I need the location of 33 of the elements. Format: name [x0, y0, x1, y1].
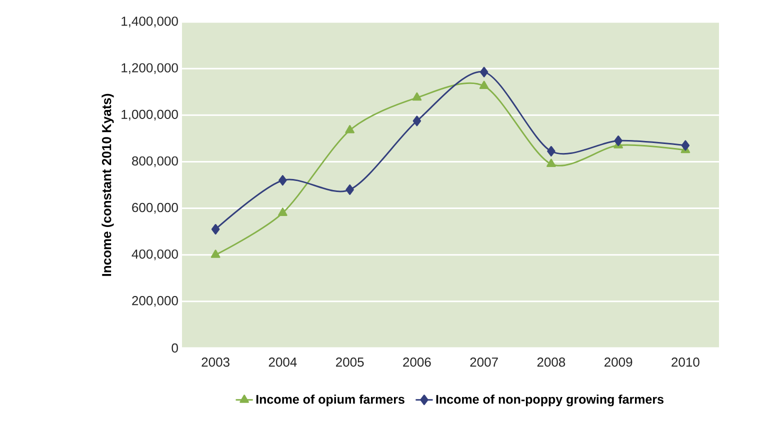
- point: [210, 250, 220, 258]
- legend-label: Income of non-poppy growing farmers: [436, 394, 664, 406]
- point: [211, 224, 220, 234]
- y-tick-label: 800,000: [132, 156, 178, 168]
- x-tick-label: 2004: [268, 358, 297, 367]
- x-tick-label: 2008: [537, 358, 566, 367]
- y-tick-label: 1,200,000: [122, 63, 178, 74]
- y-tick-label: 0: [172, 343, 178, 353]
- point: [412, 92, 422, 101]
- point: [278, 175, 287, 186]
- x-tick-label: 2010: [672, 358, 700, 367]
- point: [346, 184, 354, 195]
- y-tick-label: 1,400,000: [122, 16, 178, 28]
- y-tick-label: 1,000,000: [122, 110, 178, 121]
- y-axis-title: Income (constant 2010 Kyats): [102, 94, 114, 276]
- x-tick-label: 2005: [336, 358, 364, 367]
- point: [681, 140, 690, 151]
- point: [278, 208, 288, 216]
- point: [412, 116, 422, 126]
- legend-label: Income of opium farmers: [256, 394, 404, 406]
- x-tick-label: 2009: [604, 358, 632, 367]
- x-tick-label: 2003: [202, 358, 230, 367]
- x-tick-label: 2007: [470, 358, 498, 367]
- y-tick-label: 200,000: [132, 296, 178, 307]
- point: [546, 158, 556, 168]
- point: [547, 146, 556, 156]
- point: [479, 80, 489, 90]
- y-tick-label: 600,000: [132, 202, 178, 214]
- point: [614, 136, 622, 146]
- x-tick-label: 2006: [403, 358, 431, 367]
- point: [345, 125, 354, 134]
- y-tick-label: 400,000: [132, 249, 178, 260]
- point: [480, 66, 488, 78]
